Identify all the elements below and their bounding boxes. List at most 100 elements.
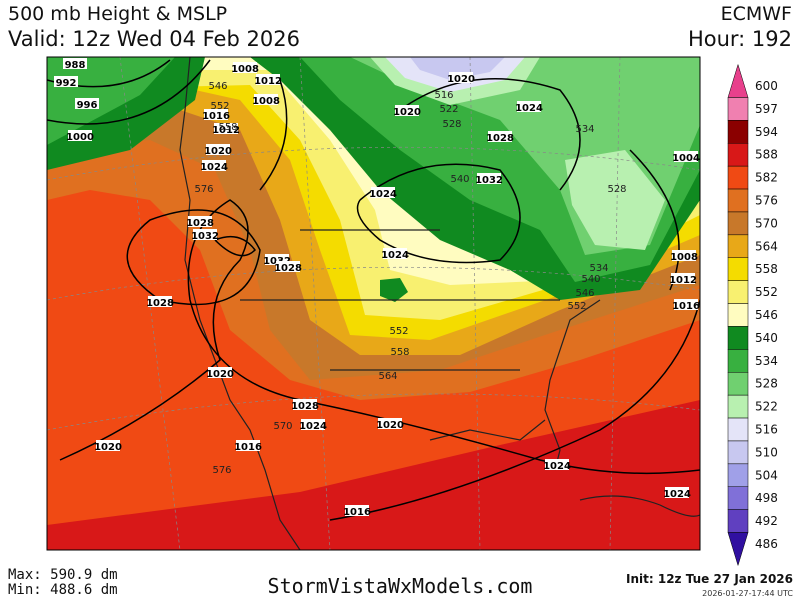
height-label: 552 [210,101,229,112]
isobar-label: 1020 [204,146,232,157]
colorbar-cell [727,63,749,98]
colorbar-label: 522 [755,400,778,414]
isobar-label-box [204,109,228,120]
isobar-label-box [674,151,698,162]
colorbar-cell [727,280,749,304]
isobar-label: 1024 [381,250,409,261]
isobar-label: 1000 [66,132,94,143]
isobar-label-box [54,76,78,87]
init-time: Init: 12z Tue 27 Jan 2026 [626,572,793,586]
isobar-label-box [383,248,407,259]
isobar-label-box [674,299,698,310]
isobar-label: 1008 [670,252,698,263]
isobars [47,59,700,521]
height-label: 534 [575,124,594,135]
region-534-west [47,57,175,145]
isobar-label-box [206,144,230,155]
isobar-label: 1012 [669,275,697,286]
isobar-label: 1016 [672,301,700,312]
isobar-label: 1020 [447,74,475,85]
height-label: 540 [450,174,469,185]
isobar-label: 1020 [376,420,404,431]
valid-time: Valid: 12z Wed 04 Feb 2026 [8,27,300,51]
colorbar-cell [727,349,749,373]
colorbar-label: 570 [755,216,778,230]
title: 500 mb Height & MSLP [8,3,227,25]
isobar-label-box [68,130,92,141]
height-label: 534 [589,263,608,274]
min-value: Min: 488.6 dm [8,582,118,598]
isobar-label-box [256,74,280,85]
isobar-label: 1028 [486,133,514,144]
map: 9889929961000100810121008101610121020102… [47,57,700,550]
colorbar-cell [727,257,749,281]
isobar-label-box [202,160,226,171]
isobar-label: 1024 [369,189,397,200]
isobar-label-box [208,367,232,378]
isobar-label-box [488,131,512,142]
colorbar-label: 486 [755,537,778,551]
colorbar-label: 546 [755,308,778,322]
height-label: 522 [439,104,458,115]
isobar-label: 1016 [343,507,371,518]
region-522 [565,150,665,250]
isobar-label: 996 [77,100,98,111]
isobar-label: 1020 [393,107,421,118]
isobar-label: 1028 [291,401,319,412]
isobar-label: 988 [65,60,86,71]
colorbar-label: 540 [755,331,778,345]
forecast-hour: Hour: 192 [688,27,792,51]
isobar-label-box [477,173,501,184]
site-name: StormVistaWxModels.com [268,574,533,598]
colorbar: 600 597 594 588 582 576 570 564 558 552 546 540 534 5… [727,63,778,567]
isobar-label: 1012 [254,76,282,87]
isobar-label: 1020 [94,442,122,453]
isobar-label: 1024 [200,162,228,173]
colorbar-cell [727,509,749,533]
isobar-label-box [214,123,238,134]
isobar-label: 1024 [515,103,543,114]
colorbar-label: 558 [755,262,778,276]
colorbar-cell [727,188,749,213]
colorbar-label: 597 [755,102,778,116]
isobar-label-box [395,105,419,116]
isobar-label-box [301,419,325,430]
isobar-label: 1016 [202,111,230,122]
isobar-label: 1016 [234,442,262,453]
colorbar-label: 582 [755,171,778,185]
isobar-label: 1032 [191,231,219,242]
isobar-label-box [545,459,569,470]
isobar-label: 1032 [475,175,503,186]
colorbar-label: 588 [755,148,778,162]
isobar-label: 1028 [186,218,214,229]
isobar-label: 1004 [672,153,700,164]
height-label: 546 [208,81,227,92]
isobar-label: 1028 [146,298,174,309]
isobar-label-box [188,216,212,227]
isobar-label-box [75,98,99,109]
isobar-label: 1008 [252,96,280,107]
isobar-label: 1008 [231,64,259,75]
isobar-label-box [96,440,120,451]
isobar-label-box [254,94,278,105]
model: ECMWF [721,3,792,25]
colorbar-label: 504 [755,468,778,482]
colorbar-cell [727,165,749,190]
isobar-label: 1028 [274,263,302,274]
height-label: 552 [567,301,586,312]
colorbar-label: 552 [755,285,778,299]
isobar-label-box [671,273,695,284]
height-label: 576 [212,465,231,476]
map-labels: 9889929961000100810121008101610121020102… [54,58,700,518]
height-label: 558 [218,122,237,133]
colorbar-cell [727,486,749,510]
isobar-label-box [371,187,395,198]
colorbar-cell [727,211,749,236]
timestamp: 2026-01-27-17:44 UTC [702,589,793,598]
height-label: 546 [575,288,594,299]
isobar-label-box [63,58,87,69]
colorbar-cell [727,234,749,259]
isobar-label-box [517,101,541,112]
colorbar-label: 534 [755,354,778,368]
